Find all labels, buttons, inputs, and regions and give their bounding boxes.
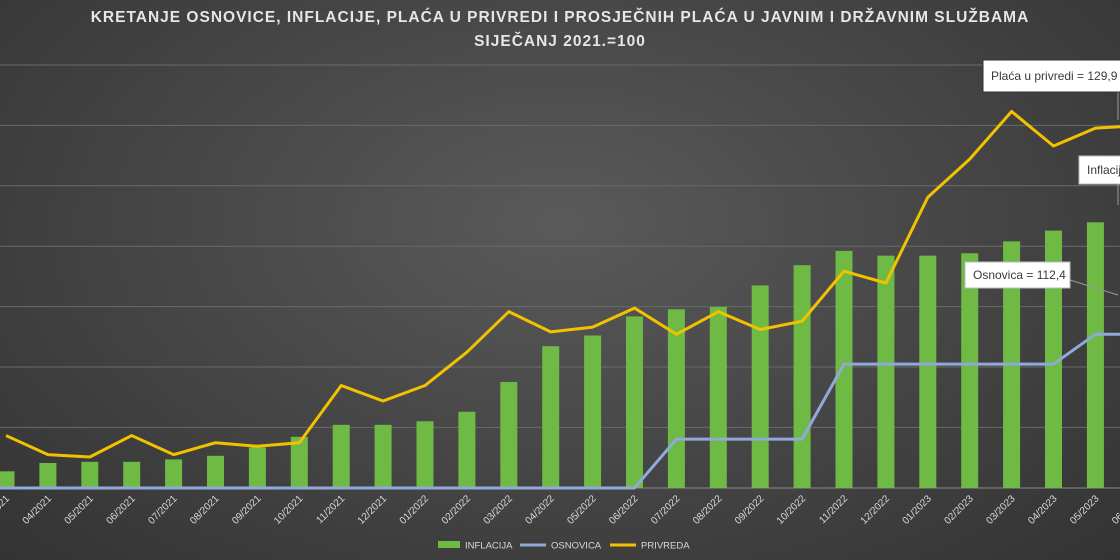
bar-inflacija bbox=[458, 411, 476, 488]
bar-inflacija bbox=[542, 346, 560, 488]
legend-label-osnovica: OSNOVICA bbox=[551, 541, 602, 552]
chart-subtitle: SIJEČANJ 2021.=100 bbox=[474, 33, 646, 50]
bar-inflacija bbox=[961, 253, 979, 488]
bar-inflacija bbox=[332, 424, 350, 488]
x-tick-label: 03/2023 bbox=[984, 493, 1018, 527]
x-tick-label: 03/2022 bbox=[482, 493, 516, 527]
line-osnovica bbox=[0, 332, 1120, 490]
x-tick-label: 08/2021 bbox=[188, 493, 222, 527]
bar-inflacija bbox=[500, 381, 518, 488]
bar-inflacija bbox=[1086, 222, 1104, 489]
x-tick-label: 10/2022 bbox=[775, 493, 809, 527]
annotation-inflacija-text: Inflacija = 1 bbox=[1087, 163, 1120, 177]
bar-inflacija bbox=[207, 455, 224, 488]
x-tick-label: 07/2022 bbox=[649, 493, 683, 527]
bar-inflacija bbox=[165, 459, 183, 488]
annotation-osnovica-text: Osnovica = 112,4 bbox=[973, 268, 1066, 282]
bar-inflacija bbox=[793, 265, 811, 488]
x-tick-label: 12/2021 bbox=[356, 493, 390, 527]
bar-inflacija bbox=[626, 316, 643, 488]
x-tick-label: 11/2021 bbox=[315, 493, 348, 526]
x-tick-label: 02/2022 bbox=[440, 493, 474, 527]
annotation-placa-box bbox=[982, 59, 1120, 93]
legend-label-inflacija: INFLACIJA bbox=[465, 541, 513, 552]
legend-swatch-inflacija bbox=[438, 541, 460, 548]
annotation-osnovica-box bbox=[964, 261, 1071, 289]
x-tick-label: 09/2021 bbox=[230, 493, 264, 527]
x-tick-label: 05/2023 bbox=[1068, 493, 1102, 527]
x-tick-label: 04/2022 bbox=[523, 493, 557, 527]
bar-inflacija bbox=[39, 462, 57, 488]
line-privreda bbox=[5, 109, 1120, 459]
x-tick-label: 10/2021 bbox=[272, 493, 306, 527]
bar-inflacija bbox=[877, 255, 895, 488]
x-tick-label: 01/2022 bbox=[398, 493, 432, 527]
annotation-placa-text: Plaća u privredi = 129,9 bbox=[991, 69, 1118, 83]
x-tick-label: 11/2022 bbox=[817, 493, 850, 526]
bar-inflacija bbox=[290, 436, 308, 488]
x-tick-label: 07/2021 bbox=[146, 493, 180, 527]
annotation-osnovica-leader bbox=[1069, 279, 1119, 296]
bar-inflacija bbox=[1045, 230, 1062, 488]
x-tick-label: 02/2023 bbox=[942, 493, 976, 527]
x-tick-label: 06/2021 bbox=[104, 493, 138, 527]
chart-title: KRETANJE OSNOVICE, INFLACIJE, PLAĆA U PR… bbox=[90, 9, 1030, 26]
bar-inflacija bbox=[667, 309, 685, 488]
x-tick-label: 01/2023 bbox=[901, 493, 935, 527]
x-tick-label: 04/2021 bbox=[21, 493, 55, 527]
annotation-inflacija-box bbox=[1078, 155, 1120, 185]
bar-inflacija bbox=[416, 421, 434, 488]
x-tick-label: 03/2021 bbox=[0, 493, 12, 527]
x-tick-label: 06/2022 bbox=[607, 493, 641, 527]
x-tick-label: 05/2021 bbox=[63, 493, 97, 527]
x-tick-label: 09/2022 bbox=[733, 493, 767, 527]
x-tick-label: 05/2022 bbox=[565, 493, 599, 527]
bar-inflacija bbox=[709, 306, 727, 488]
x-tick-label: 06/2023 bbox=[1110, 493, 1120, 527]
x-tick-label: 08/2022 bbox=[691, 493, 725, 527]
bar-inflacija bbox=[0, 471, 15, 488]
legend-label-privreda: PRIVREDA bbox=[641, 541, 690, 552]
bar-inflacija bbox=[919, 255, 937, 488]
bar-inflacija bbox=[374, 424, 392, 488]
x-tick-label: 04/2023 bbox=[1026, 493, 1060, 527]
bar-inflacija bbox=[584, 335, 602, 488]
bar-inflacija bbox=[835, 250, 853, 488]
bar-inflacija bbox=[81, 461, 99, 488]
x-tick-label: 12/2022 bbox=[859, 493, 893, 527]
bar-inflacija bbox=[248, 447, 266, 488]
bar-inflacija bbox=[751, 285, 769, 488]
bar-inflacija bbox=[123, 461, 141, 488]
